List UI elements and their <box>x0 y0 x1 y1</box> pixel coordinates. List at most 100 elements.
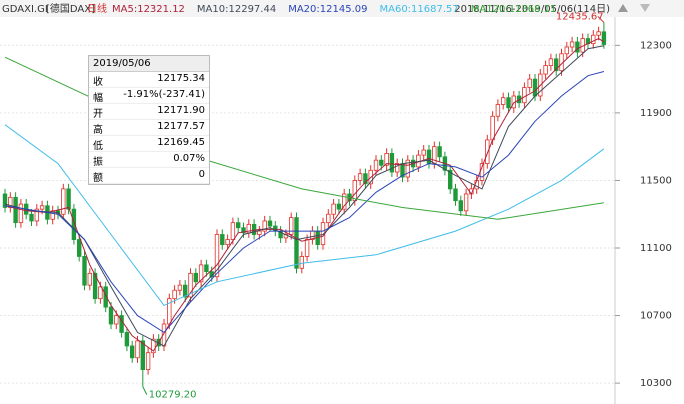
annotation-line <box>597 16 605 23</box>
annotation: 12435.67 <box>556 11 604 22</box>
candle-body <box>357 173 363 181</box>
candle-body <box>124 332 130 347</box>
legend-entry: MA60:11687.57 <box>379 4 458 15</box>
annotation-line <box>142 386 148 395</box>
candle-body <box>235 222 241 229</box>
tooltip-label: 高 <box>93 125 103 136</box>
candle-body <box>495 104 501 117</box>
candle-body <box>389 153 395 173</box>
y-tick-label: 11500 <box>640 175 672 186</box>
candle-body <box>251 223 257 235</box>
candle-body <box>66 188 71 210</box>
candle-body <box>506 97 511 109</box>
candle-body <box>204 264 209 273</box>
candle-body <box>591 34 596 45</box>
candle-body <box>352 180 357 202</box>
candle-body <box>532 78 538 97</box>
legend-entry: MA10:12297.44 <box>197 4 276 15</box>
down-icon[interactable] <box>640 4 650 12</box>
tooltip-row: 振 0.07% <box>89 152 209 168</box>
candle-body <box>336 203 342 210</box>
candle-body <box>373 159 379 171</box>
candle-body <box>262 220 267 232</box>
candle-body <box>463 193 469 212</box>
candle-body <box>490 115 495 141</box>
candle-body <box>569 41 575 48</box>
candle-body <box>421 149 426 156</box>
ma-line <box>4 71 605 334</box>
candle-body <box>151 338 156 354</box>
legend-entry: MA5:12321.12 <box>112 4 185 15</box>
tooltip-value: 0 <box>198 169 205 180</box>
tooltip-label: 低 <box>93 141 103 152</box>
candle-body <box>288 217 294 235</box>
candle-body <box>485 139 490 164</box>
candle-body <box>135 340 140 359</box>
candle-body <box>214 234 220 278</box>
tooltip-label: 开 <box>93 109 103 120</box>
ma-line <box>4 38 605 352</box>
legend-entry: MA20:12145.09 <box>288 4 367 15</box>
period: 日线 <box>87 2 107 15</box>
candle-body <box>77 239 82 257</box>
tooltip-value: 0.07% <box>173 153 205 164</box>
candle-body <box>114 315 119 325</box>
candle-body <box>575 41 580 53</box>
candle-body <box>304 239 310 257</box>
candle-body <box>103 286 108 308</box>
candle-body <box>447 169 453 190</box>
tooltip-value: 12171.90 <box>157 105 205 116</box>
candle-body <box>458 200 463 212</box>
candle-body <box>564 46 569 55</box>
tooltip-label: 振 <box>93 157 103 168</box>
candle-body <box>548 58 554 66</box>
ma-line <box>4 45 604 347</box>
y-tick-label: 10700 <box>640 311 672 322</box>
candle-body <box>363 173 368 185</box>
candle-body <box>198 264 204 283</box>
up-icon[interactable] <box>618 4 628 12</box>
ma-line <box>4 124 605 307</box>
tooltip-label: 额 <box>93 173 103 184</box>
candle-body <box>193 272 198 283</box>
candle-body <box>29 213 34 222</box>
header-bar <box>0 0 684 17</box>
candle-body <box>34 208 39 222</box>
candle-body <box>453 188 458 202</box>
candle-body <box>61 188 66 215</box>
candle-body <box>92 272 98 300</box>
candle-body <box>394 163 400 173</box>
y-tick-label: 11100 <box>640 243 672 254</box>
candle-body <box>257 230 262 235</box>
candle-body <box>108 306 114 325</box>
tooltip-value: 12177.57 <box>157 121 205 132</box>
candle-body <box>294 217 299 269</box>
y-tick-label: 11900 <box>640 108 672 119</box>
candle-body <box>172 289 177 300</box>
tooltip-label: 收 <box>93 77 103 88</box>
candle-body <box>299 256 304 269</box>
candle-body <box>82 256 87 286</box>
candle-body <box>437 146 442 158</box>
candle-body <box>177 284 183 291</box>
candle-body <box>241 227 246 234</box>
y-tick-label: 10300 <box>640 378 672 389</box>
candle-body <box>98 286 103 300</box>
candle-body <box>140 340 145 370</box>
y-tick-label: 12300 <box>640 40 672 51</box>
candle-body <box>182 284 188 298</box>
tooltip-row: 低 12169.45 <box>89 136 209 152</box>
candle-body <box>601 31 607 45</box>
candle-body <box>405 159 410 178</box>
legend-entry: MA120:11368.11 <box>471 4 557 15</box>
candle-body <box>145 352 151 371</box>
candle-body <box>13 196 18 224</box>
tooltip-date: 2019/05/06 <box>89 56 209 72</box>
candle-body <box>500 97 506 105</box>
candle-body <box>543 65 548 75</box>
annotation: 10279.20 <box>149 390 197 401</box>
tooltip-row: 幅 -1.91%(-237.41) <box>89 88 209 104</box>
candle-body <box>71 208 77 240</box>
